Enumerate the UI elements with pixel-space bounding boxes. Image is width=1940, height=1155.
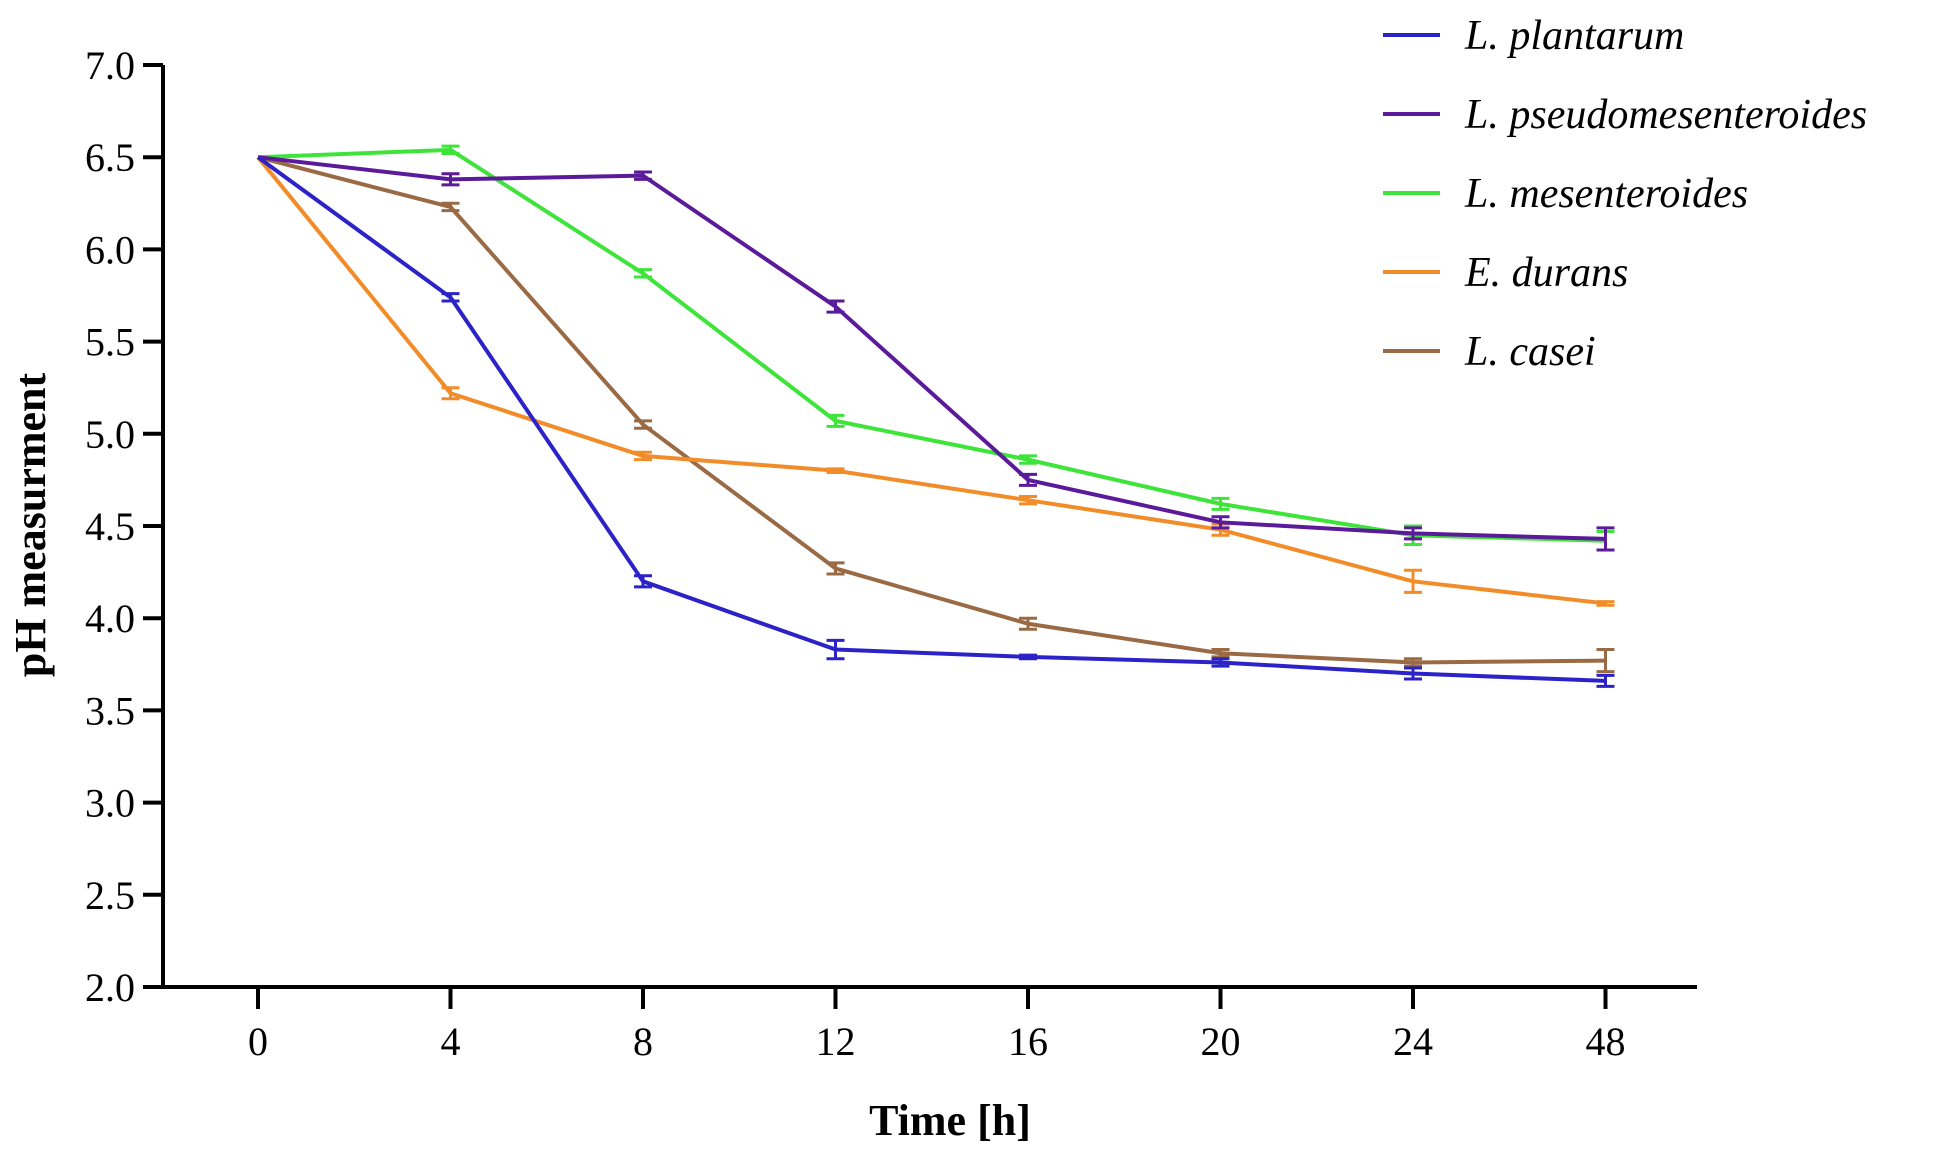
legend-label: L. mesenteroides [1464,171,1748,217]
error-bar [1019,454,1037,465]
series-l-pseudomesenteroides [257,155,1615,552]
y-tick-label: 3.0 [85,781,135,826]
series-line-e-durans [256,155,1606,606]
error-bar [1404,666,1422,681]
error-bar [1019,472,1037,487]
series-line-l-pseudomesenteroides [257,155,1606,541]
legend-item-l-mesenteroides: L. mesenteroides [1383,171,1748,217]
series-l-plantarum [256,155,1615,688]
x-tick-label: 8 [633,1019,653,1064]
error-bar [1019,494,1037,506]
x-ticks: 0 4 8 12 16 20 24 48 [248,987,1626,1064]
error-bar [441,386,460,401]
error-bar [826,638,845,661]
error-bar [441,292,460,303]
error-bar [1596,673,1615,688]
error-bar [1211,496,1230,511]
legend-item-l-casei: L. casei [1383,329,1596,375]
legend: L. plantarum L. pseudomesenteroides L. mes… [1383,13,1867,375]
legend-item-l-plantarum: L. plantarum [1383,13,1684,59]
y-tick-label: 6.0 [85,227,135,272]
legend-label: L. casei [1464,329,1596,375]
error-bar [1596,600,1615,607]
x-tick-label: 24 [1393,1019,1433,1064]
error-bar [1019,653,1037,661]
x-tick-label: 48 [1586,1019,1626,1064]
x-tick-label: 4 [441,1019,461,1064]
error-bar [1211,657,1230,668]
error-bar [1404,568,1422,594]
error-bar [634,574,652,589]
x-axis-title: Time [h] [869,1096,1031,1145]
legend-label: L. pseudomesenteroides [1464,92,1867,138]
error-bar [634,268,652,279]
error-bar [441,172,460,187]
x-tick-label: 20 [1201,1019,1241,1064]
y-tick-label: 5.0 [85,412,135,457]
error-bar [441,144,460,156]
y-ticks: 2.0 2.5 3.0 3.5 4.0 4.5 5.0 5.5 6.0 6.5 7.0 [85,43,163,1010]
error-bar [634,419,652,430]
legend-label: E. durans [1464,250,1628,296]
legend-item-l-pseudomesenteroides: L. pseudomesenteroides [1383,92,1867,138]
y-tick-label: 7.0 [85,43,135,88]
axes: 2.02.53.03.54.04.55.05.56.06.57.0 0 4 8 12 1… [85,43,1697,1064]
y-tick-label: 6.5 [85,135,135,180]
legend-label: L. plantarum [1464,13,1684,59]
series-line-l-mesenteroides [257,147,1606,543]
error-bar [634,450,652,462]
y-tick-label: 4.0 [85,596,135,641]
error-bar [1596,648,1615,674]
error-bar [1019,616,1037,631]
error-bar [1596,526,1615,552]
error-bar [1404,657,1422,668]
y-tick-label: 2.5 [85,873,135,918]
x-tick-label: 0 [248,1019,268,1064]
series-line-l-casei [257,155,1606,665]
series-line-l-plantarum [256,155,1606,683]
error-bar [634,170,652,181]
error-bar [826,561,845,576]
y-tick-label: 5.5 [85,320,135,365]
error-bar [826,299,845,314]
error-bar [1404,526,1422,541]
error-bar [1211,648,1230,659]
series-e-durans [256,155,1615,607]
error-bar [826,467,845,475]
error-bar [826,413,845,428]
series-layer [256,144,1615,688]
error-bar [1211,515,1230,530]
legend-item-e-durans: E. durans [1383,250,1628,296]
y-tick-label: 2.0 [85,965,135,1010]
series-l-casei [257,155,1615,674]
y-tick-label: 4.5 [85,504,135,549]
error-bar [441,201,460,213]
x-tick-label: 16 [1008,1019,1048,1064]
series-l-mesenteroides [257,144,1615,552]
y-axis-title: pH measurment [6,373,55,678]
x-tick-label: 12 [816,1019,856,1064]
y-tick-label: 3.5 [85,688,135,733]
